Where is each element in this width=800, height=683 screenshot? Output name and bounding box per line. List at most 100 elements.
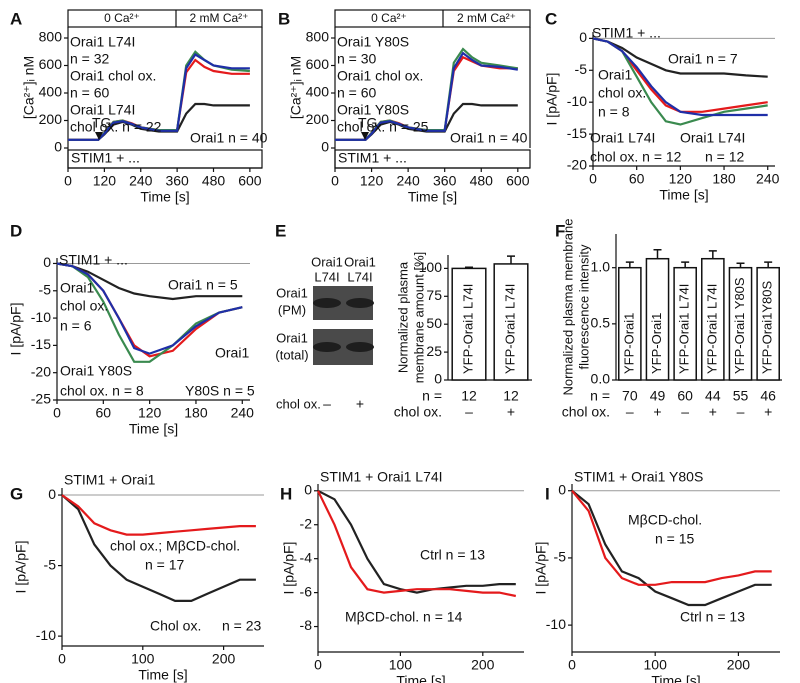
panel-letter: D bbox=[10, 221, 22, 240]
error-bar bbox=[736, 262, 745, 268]
x-tick-label: 100 bbox=[131, 651, 155, 667]
annotation: Orai1 Y80S bbox=[60, 363, 132, 379]
x-tick-label: 120 bbox=[138, 405, 162, 421]
tg-arrow bbox=[361, 132, 369, 140]
treatment-value: – bbox=[681, 404, 689, 420]
series-line bbox=[571, 489, 772, 607]
blot-column-label: L74I bbox=[347, 269, 372, 284]
condition-label: 0 Ca²⁺ bbox=[104, 11, 140, 25]
y-tick-label: -25 bbox=[31, 391, 51, 407]
condition-label: 0 Ca²⁺ bbox=[371, 11, 407, 25]
blot-column-label: L74I bbox=[314, 269, 339, 284]
annotation: chol ox. n = 22 bbox=[70, 119, 162, 135]
stim-label: STIM1 + ... bbox=[71, 150, 140, 166]
bar bbox=[493, 263, 529, 381]
category-label: YFP-Orai1 L74I bbox=[704, 284, 719, 374]
y-tick-label: -10 bbox=[567, 93, 587, 109]
error-bar bbox=[625, 261, 634, 268]
blot-row-label: (total) bbox=[275, 347, 308, 362]
treatment-value: + bbox=[507, 404, 515, 420]
x-tick-label: 360 bbox=[433, 173, 457, 189]
annotation: Ctrl n = 13 bbox=[680, 609, 745, 625]
y-tick-label: 0 bbox=[579, 29, 587, 45]
y-tick-label: 600 bbox=[306, 56, 330, 72]
y-tick-label: 0.5 bbox=[591, 315, 611, 331]
annotation: chol ox. n = 25 bbox=[337, 119, 429, 135]
annotation: Orai1 n = 40 bbox=[190, 130, 268, 146]
blot-row-label: Orai1 bbox=[276, 330, 308, 345]
y-axis-label: I [pA/pF] bbox=[8, 303, 24, 356]
blot-treatment-label: chol ox. bbox=[276, 396, 321, 411]
annotation: chol ox. n = 8 bbox=[60, 383, 144, 399]
y-tick-label: 0 bbox=[321, 139, 329, 155]
panel-letter: B bbox=[278, 9, 290, 28]
y-tick-label: -5 bbox=[44, 556, 57, 572]
annotation: chol ox. n = 12 bbox=[590, 149, 682, 165]
n-row-label: n = bbox=[590, 388, 610, 404]
series-line bbox=[56, 262, 243, 363]
y-tick-label: -5 bbox=[554, 549, 567, 565]
y-tick-label: 600 bbox=[39, 56, 63, 72]
y-tick-label: 100 bbox=[419, 259, 443, 275]
blot-band bbox=[346, 342, 374, 352]
y-tick-label: -20 bbox=[567, 157, 587, 173]
annotation: n = 60 bbox=[70, 85, 110, 101]
y-tick-label: 200 bbox=[306, 111, 330, 127]
y-tick-label: -20 bbox=[31, 363, 51, 379]
y-axis-label: Normalized plasma membrane bbox=[560, 218, 575, 395]
annotation: Orai1 n = 40 bbox=[450, 130, 528, 146]
annotation: TG bbox=[92, 115, 111, 131]
panel-letter: E bbox=[275, 221, 286, 240]
x-tick-label: 360 bbox=[165, 173, 189, 189]
condition-bar bbox=[334, 9, 531, 28]
n-value: 49 bbox=[650, 388, 666, 404]
y-axis-label: [Ca²⁺]ᵢ nM bbox=[288, 56, 304, 119]
x-tick-label: 0 bbox=[568, 657, 576, 673]
annotation: Orai1 chol ox. bbox=[70, 68, 156, 84]
annotation: Orai1 Y80S bbox=[337, 102, 409, 118]
annotation: STIM1 + ... bbox=[592, 25, 661, 41]
annotation: Orai1 L74I bbox=[680, 130, 745, 146]
series-line bbox=[317, 489, 516, 594]
error-bar bbox=[465, 266, 473, 269]
series-line bbox=[335, 51, 518, 141]
y-tick-label: 0 bbox=[434, 371, 442, 387]
annotation: STIM1 + Orai1 L74I bbox=[320, 469, 443, 485]
x-tick-label: 0 bbox=[331, 173, 339, 189]
x-axis-label: Time [s] bbox=[138, 667, 187, 683]
error-bar bbox=[764, 261, 773, 268]
annotation: Orai1 L74I bbox=[70, 102, 135, 118]
y-axis-label: fluorescence intensity bbox=[576, 244, 591, 370]
x-tick-label: 240 bbox=[231, 405, 255, 421]
x-axis-label: Time [s] bbox=[651, 673, 700, 683]
treatment-row-label: chol ox. bbox=[562, 404, 610, 420]
y-tick-label: 0 bbox=[304, 481, 312, 497]
x-tick-label: 100 bbox=[389, 657, 413, 673]
blot-band bbox=[313, 342, 341, 352]
annotation: Chol ox. bbox=[150, 618, 201, 634]
annotation: n = 30 bbox=[337, 51, 377, 67]
annotation: n = 6 bbox=[60, 318, 92, 334]
annotation: TG bbox=[358, 115, 377, 131]
blot-treatment: – bbox=[323, 396, 331, 412]
blot-row-label: (PM) bbox=[278, 302, 306, 317]
condition-bar bbox=[67, 9, 263, 28]
annotation: Ctrl n = 13 bbox=[420, 547, 485, 563]
x-tick-label: 240 bbox=[129, 173, 153, 189]
treatment-value: – bbox=[626, 404, 634, 420]
y-tick-label: -5 bbox=[39, 281, 52, 297]
x-axis-label: Time [s] bbox=[408, 189, 457, 205]
condition-label: 2 mM Ca²⁺ bbox=[189, 11, 248, 25]
series-line bbox=[56, 262, 243, 355]
series-line bbox=[61, 494, 256, 536]
treatment-value: – bbox=[737, 404, 745, 420]
y-tick-label: 0.0 bbox=[591, 371, 611, 387]
annotation: n = 23 bbox=[222, 618, 262, 634]
y-axis-label: membrane amount [%] bbox=[411, 252, 426, 384]
y-axis-label: I [pA/pF] bbox=[544, 73, 560, 126]
annotation: STIM1 + Orai1 bbox=[64, 472, 156, 488]
blot-treatment: + bbox=[356, 396, 364, 412]
x-tick-label: 0 bbox=[64, 173, 72, 189]
tg-arrow bbox=[95, 132, 103, 140]
y-tick-label: 0 bbox=[558, 481, 566, 497]
